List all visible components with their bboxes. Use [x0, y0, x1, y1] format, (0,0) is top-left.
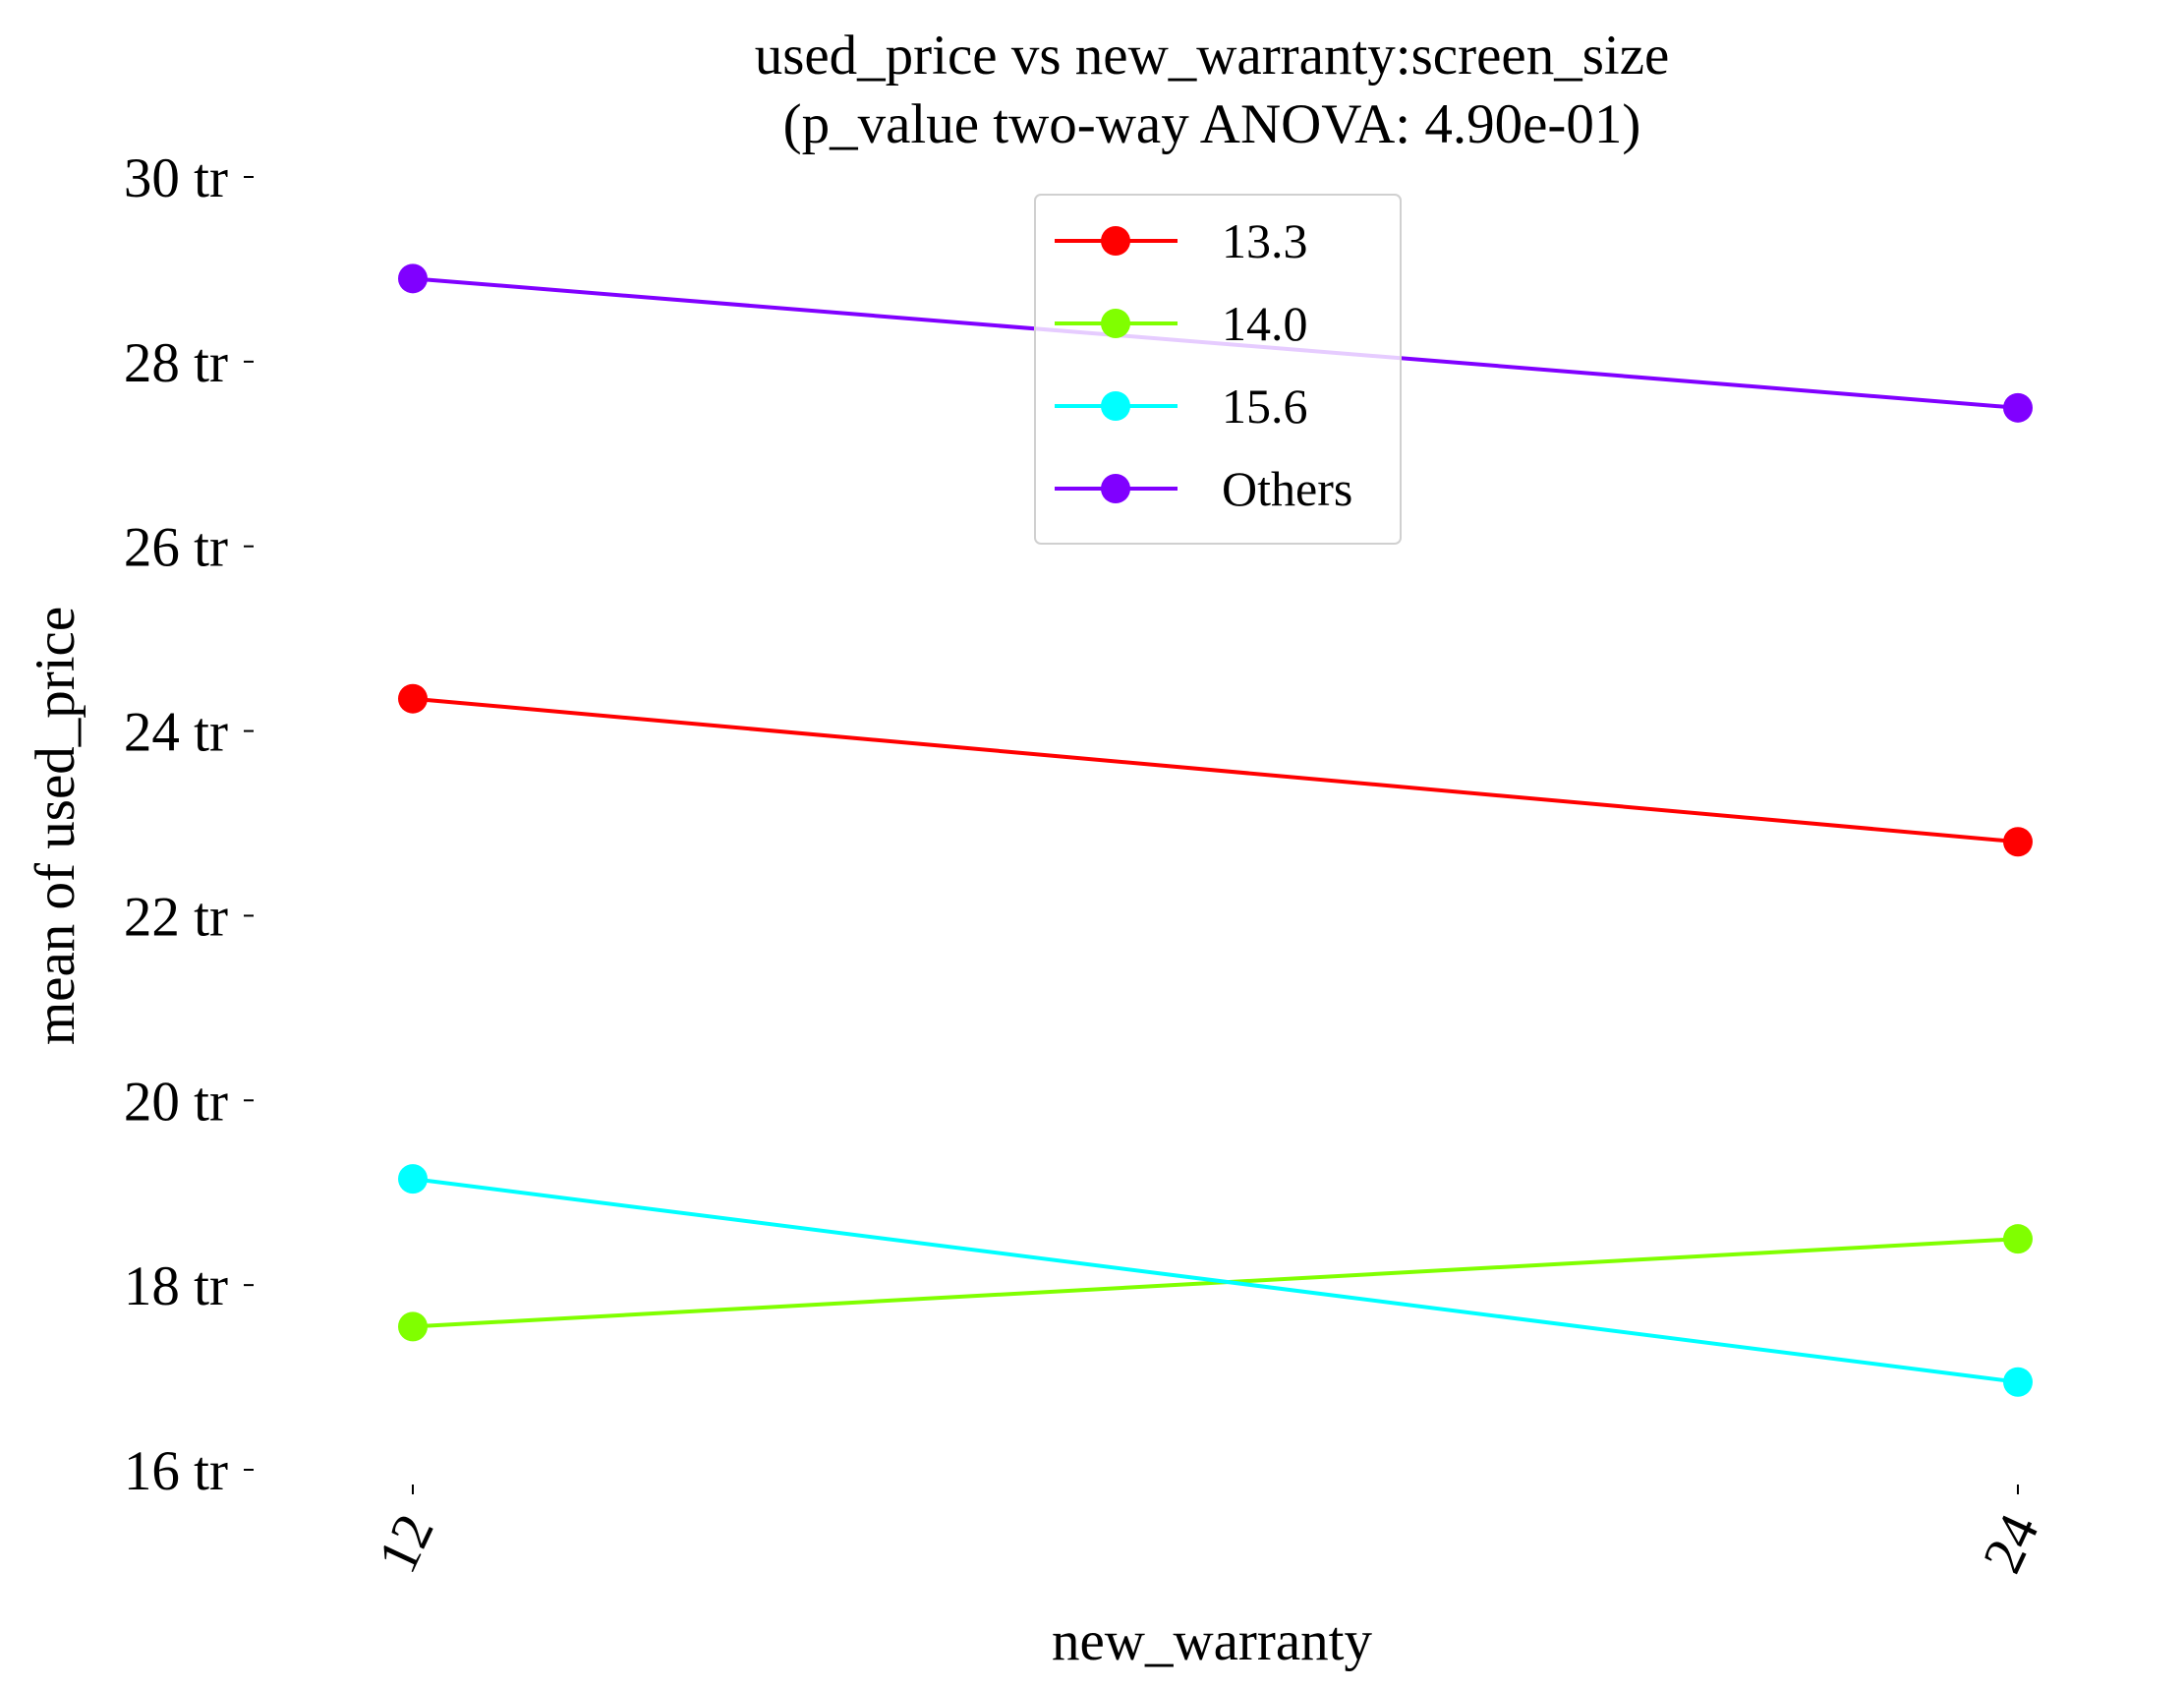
y-tick-label: 28 tr	[124, 332, 228, 394]
data-point	[398, 263, 428, 294]
data-point	[2003, 1367, 2033, 1397]
series-line	[412, 1177, 2019, 1384]
x-axis-label: new_warranty	[1052, 1610, 1373, 1672]
y-tick-label: 20 tr	[124, 1071, 228, 1133]
series-layer	[398, 263, 2033, 1397]
x-tick-label: 24	[1972, 1505, 2051, 1582]
data-point	[398, 1311, 428, 1342]
y-tick-label: 30 tr	[124, 147, 228, 209]
legend: 13.3 14.0 15.6 Others	[1034, 194, 1402, 545]
y-tick-label: 26 tr	[124, 517, 228, 579]
chart-title-group: used_price vs new_warranty:screen_size (…	[755, 25, 1670, 155]
data-point	[2003, 827, 2033, 857]
y-tick-label: 22 tr	[124, 886, 228, 948]
legend-swatch-marker	[1101, 309, 1130, 338]
y-axis-label: mean of used_price	[25, 607, 86, 1045]
legend-item: Others	[1055, 461, 1352, 516]
y-tick-label: 24 tr	[124, 702, 228, 764]
data-point	[398, 1164, 428, 1194]
legend-swatch-marker	[1101, 226, 1130, 256]
x-tick-label: 12	[367, 1505, 446, 1582]
legend-label: 15.6	[1222, 379, 1308, 434]
legend-swatch-marker	[1101, 391, 1130, 421]
data-point	[2003, 1224, 2033, 1254]
legend-item: 13.3	[1055, 213, 1308, 268]
series-line	[412, 1237, 2019, 1329]
legend-label: Others	[1222, 461, 1352, 516]
data-point	[398, 683, 428, 714]
data-point	[2003, 392, 2033, 423]
series-14.0	[398, 1224, 2033, 1342]
y-tick-label: 18 tr	[124, 1255, 228, 1317]
chart-title: used_price vs new_warranty:screen_size	[755, 25, 1670, 87]
legend-swatch-marker	[1101, 474, 1130, 503]
legend-item: 14.0	[1055, 296, 1308, 351]
series-13.3	[398, 683, 2033, 857]
series-line	[412, 696, 2019, 844]
x-axis: 12 24	[367, 1485, 2051, 1582]
y-axis: 16 tr 18 tr 20 tr 22 tr 24 tr 26 tr 28 tr 30 tr	[124, 147, 254, 1502]
legend-label: 14.0	[1222, 296, 1308, 351]
legend-label: 13.3	[1222, 213, 1308, 268]
chart-subtitle: (p_value two-way ANOVA: 4.90e-01)	[783, 93, 1641, 155]
legend-frame	[1034, 194, 1402, 545]
legend-item: 15.6	[1055, 379, 1308, 434]
y-tick-label: 16 tr	[124, 1440, 228, 1502]
series-15.6	[398, 1164, 2033, 1397]
